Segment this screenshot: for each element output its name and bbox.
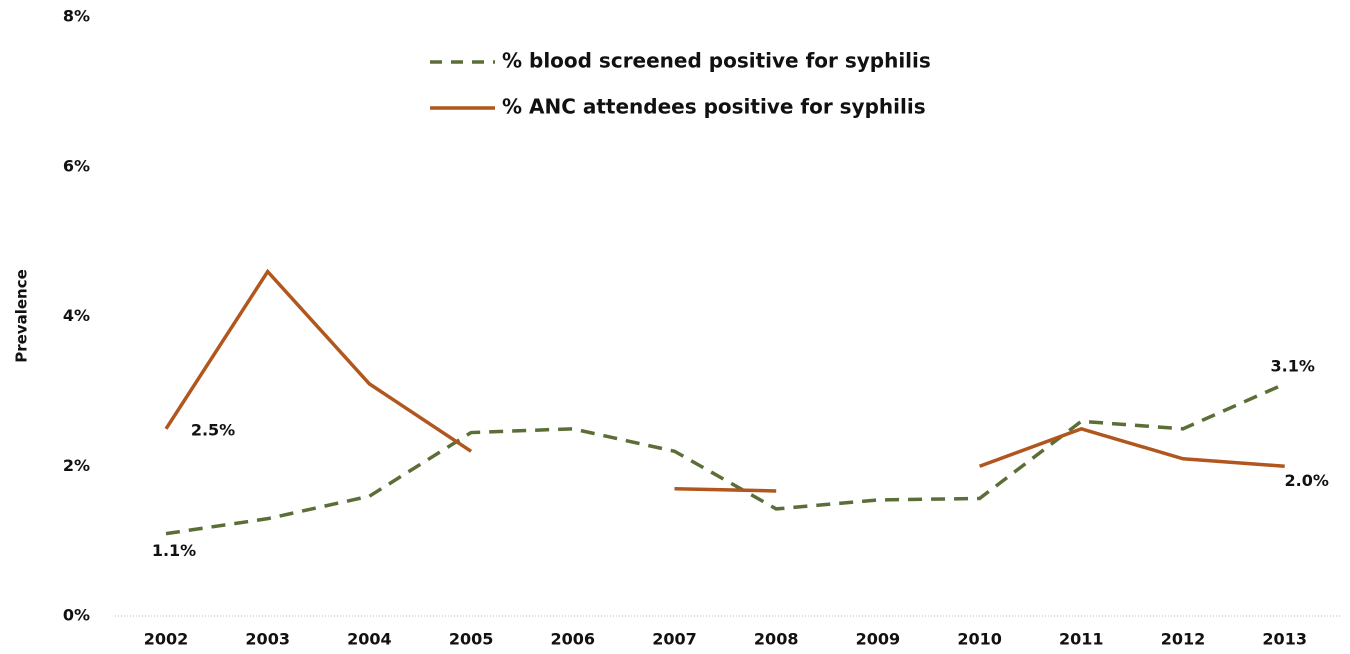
x-tick-label: 2008 bbox=[754, 630, 799, 649]
x-tick-label: 2005 bbox=[449, 630, 494, 649]
y-axis-label: Prevalence bbox=[13, 269, 31, 363]
y-tick-label: 6% bbox=[63, 156, 90, 175]
data-label: 2.0% bbox=[1285, 471, 1329, 490]
x-tick-label: 2004 bbox=[347, 630, 392, 649]
series-line bbox=[978, 426, 1285, 468]
y-tick-label: 8% bbox=[63, 7, 90, 26]
x-tick-label: 2007 bbox=[652, 630, 697, 649]
x-tick-label: 2013 bbox=[1262, 630, 1307, 649]
series-line bbox=[674, 486, 777, 493]
x-tick-label: 2003 bbox=[245, 630, 290, 649]
y-tick-label: 2% bbox=[63, 456, 90, 475]
series-line bbox=[164, 268, 473, 453]
data-label: 3.1% bbox=[1271, 356, 1315, 375]
x-tick-label: 2006 bbox=[551, 630, 596, 649]
legend-label: % ANC attendees positive for syphilis bbox=[502, 95, 926, 119]
y-tick-label: 0% bbox=[63, 606, 90, 625]
x-tick-label: 2009 bbox=[856, 630, 901, 649]
legend-label: % blood screened positive for syphilis bbox=[502, 49, 931, 73]
data-label: 2.5% bbox=[191, 420, 235, 439]
data-label: 1.1% bbox=[152, 541, 196, 560]
x-tick-label: 2011 bbox=[1059, 630, 1104, 649]
series-line bbox=[165, 382, 1286, 536]
y-tick-label: 4% bbox=[63, 306, 90, 325]
x-tick-label: 2010 bbox=[957, 630, 1002, 649]
x-tick-label: 2002 bbox=[144, 630, 189, 649]
x-tick-label: 2012 bbox=[1161, 630, 1206, 649]
